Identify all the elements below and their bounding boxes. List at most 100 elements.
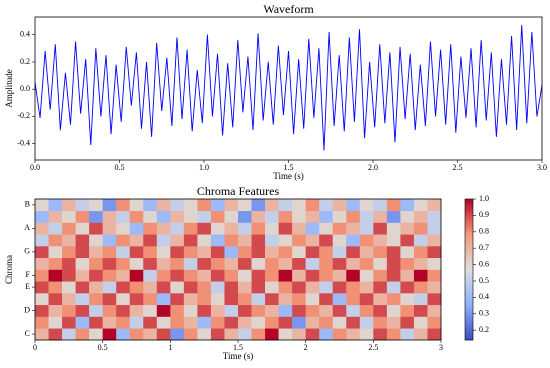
colorbar-swatch xyxy=(465,328,473,331)
heatmap-cell xyxy=(75,293,90,306)
heatmap-cell xyxy=(278,234,293,247)
heatmap-cell xyxy=(332,328,347,341)
colorbar-swatch xyxy=(465,222,473,226)
heatmap-cell xyxy=(251,222,266,235)
heatmap-cell xyxy=(373,210,388,223)
heatmap-cell xyxy=(386,234,401,247)
heatmap-cell xyxy=(332,210,347,223)
heatmap-cell xyxy=(332,281,347,294)
y-tick-label: G xyxy=(24,247,30,256)
heatmap-cell xyxy=(143,210,158,223)
heatmap-cell xyxy=(183,257,198,270)
heatmap-cell xyxy=(129,281,144,294)
heatmap-cell xyxy=(143,257,158,270)
colorbar-swatch xyxy=(465,293,473,296)
heatmap-cell xyxy=(170,316,185,329)
heatmap-cell xyxy=(102,234,117,247)
heatmap-cell xyxy=(62,316,76,329)
heatmap-cell xyxy=(305,257,320,270)
heatmap-cell xyxy=(427,316,442,329)
colorbar-swatch xyxy=(465,335,473,338)
heatmap-cell xyxy=(89,328,103,341)
heatmap-cell xyxy=(413,304,428,317)
heatmap-cell xyxy=(346,246,361,259)
heatmap-cell xyxy=(210,257,225,270)
colorbar-swatch xyxy=(465,250,473,254)
heatmap-cell xyxy=(75,328,90,341)
heatmap-cell xyxy=(62,199,76,212)
heatmap-cell xyxy=(400,328,415,341)
heatmap-cell xyxy=(359,222,374,235)
heatmap-cell xyxy=(305,328,320,341)
heatmap-cell xyxy=(62,281,76,294)
colorbar-swatch xyxy=(465,309,473,313)
heatmap-cell xyxy=(129,304,144,317)
heatmap-cell xyxy=(251,304,266,317)
heatmap-cell xyxy=(210,222,225,235)
heatmap-cell xyxy=(224,246,239,259)
heatmap-cell xyxy=(319,269,334,282)
heatmap-cell xyxy=(102,210,117,223)
y-tick-label: D xyxy=(24,305,30,314)
heatmap-cell xyxy=(319,199,334,212)
heatmap-cell xyxy=(346,234,361,247)
colorbar-swatch xyxy=(465,302,473,306)
heatmap-cell xyxy=(386,281,401,294)
heatmap-cell xyxy=(373,257,388,270)
heatmap-cell xyxy=(224,293,239,306)
heatmap-cell xyxy=(359,246,374,259)
y-axis-label: Amplitude xyxy=(4,69,14,108)
heatmap-cell xyxy=(292,293,306,306)
colorbar-swatch xyxy=(465,295,473,298)
heatmap-cell xyxy=(116,246,131,259)
heatmap-cell xyxy=(197,257,212,270)
heatmap-cell xyxy=(116,304,131,317)
heatmap-cell xyxy=(170,234,185,247)
heatmap-cell xyxy=(427,293,442,306)
heatmap-cell xyxy=(224,257,239,270)
colorbar-swatch xyxy=(465,318,473,322)
colorbar-swatch xyxy=(465,260,473,263)
colorbar-swatch xyxy=(465,262,473,266)
heatmap-cell xyxy=(278,328,293,341)
heatmap-cell xyxy=(183,222,198,235)
colorbar-swatch xyxy=(465,290,473,294)
x-tick-label: 2.0 xyxy=(368,163,378,172)
colorbar-swatch xyxy=(465,330,473,334)
heatmap-cell xyxy=(292,328,306,341)
heatmap-cell xyxy=(35,281,49,294)
heatmap-cell xyxy=(278,316,293,329)
heatmap-cell xyxy=(35,222,49,235)
heatmap-cell xyxy=(48,257,63,270)
colorbar-swatch xyxy=(465,231,473,235)
x-tick-label: 1.5 xyxy=(284,163,294,172)
heatmap-cell xyxy=(35,199,49,212)
heatmap-cell xyxy=(35,269,49,282)
heatmap-cell xyxy=(427,246,442,259)
heatmap-cell xyxy=(346,316,361,329)
heatmap-cell xyxy=(89,304,103,317)
heatmap-cell xyxy=(89,210,103,223)
heatmap-cell xyxy=(143,199,158,212)
colorbar-swatch xyxy=(465,323,473,327)
heatmap-cell xyxy=(116,222,131,235)
heatmap-cell xyxy=(129,222,144,235)
colorbar-swatch xyxy=(465,325,473,329)
heatmap-cell xyxy=(305,222,320,235)
heatmap-cell xyxy=(35,304,49,317)
heatmap-cell xyxy=(319,316,334,329)
heatmap-cell xyxy=(35,293,49,306)
heatmap-cell xyxy=(35,328,49,341)
heatmap-cell xyxy=(292,222,306,235)
colorbar-tick-label: 0.9 xyxy=(479,210,489,219)
heatmap-cell xyxy=(400,281,415,294)
heatmap-cell xyxy=(413,210,428,223)
heatmap-cell xyxy=(129,234,144,247)
heatmap-cell xyxy=(210,199,225,212)
heatmap-cell xyxy=(359,281,374,294)
heatmap-cell xyxy=(129,293,144,306)
colorbar-swatch xyxy=(465,229,473,233)
heatmap-cell xyxy=(143,293,158,306)
heatmap-cell xyxy=(413,269,428,282)
heatmap-cell xyxy=(238,234,252,247)
